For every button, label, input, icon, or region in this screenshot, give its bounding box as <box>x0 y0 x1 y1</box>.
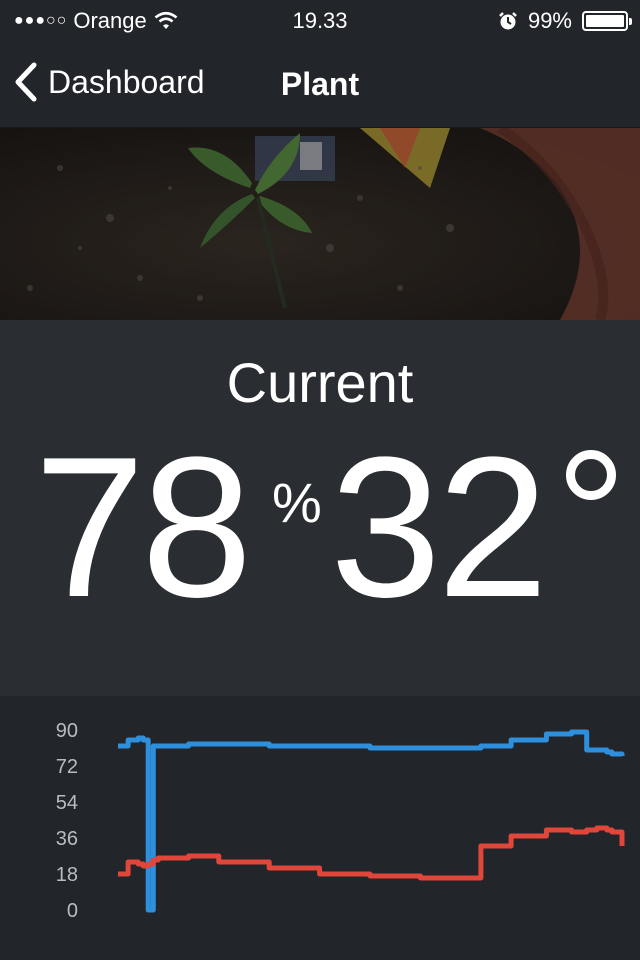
status-right: 99% <box>498 8 632 34</box>
degree-icon <box>566 450 616 500</box>
humidity-unit: % <box>272 471 322 534</box>
alarm-clock-icon <box>499 12 517 30</box>
y-tick-label: 90 <box>56 720 78 742</box>
status-time: 19.33 <box>292 8 348 33</box>
battery-icon <box>582 11 632 31</box>
plant-photo-illustration <box>0 128 640 320</box>
status-bar: ●●●○○ Orange 19.33 99% <box>0 0 640 40</box>
chevron-left-icon <box>15 62 37 102</box>
history-chart-svg: 90 72 54 36 18 0 <box>56 720 625 922</box>
y-tick-label: 54 <box>56 792 78 814</box>
navigation-bar: Dashboard Plant <box>0 40 640 128</box>
battery-fill <box>586 15 624 27</box>
y-tick-label: 18 <box>56 864 78 886</box>
y-tick-label: 0 <box>67 900 78 922</box>
humidity-value: 78 <box>34 416 252 639</box>
carrier-name: Orange <box>73 8 147 33</box>
y-tick-label: 72 <box>56 756 78 778</box>
series-line-0 <box>118 729 625 913</box>
current-readings: Current 78 % 32 <box>0 320 640 696</box>
page-title: Plant <box>280 66 360 102</box>
plant-photo <box>0 128 640 320</box>
back-button[interactable]: Dashboard <box>14 62 205 102</box>
current-label: Current <box>226 351 414 414</box>
wifi-icon <box>154 11 178 29</box>
series-line-1 <box>118 825 625 881</box>
status-left: ●●●○○ Orange <box>14 8 179 34</box>
history-chart: 90 72 54 36 18 0 <box>0 696 640 960</box>
temperature-value: 32 <box>330 416 548 639</box>
y-tick-label: 36 <box>56 828 78 850</box>
battery-percentage: 99% <box>527 8 572 33</box>
signal-strength-icon: ●●●○○ <box>14 12 68 29</box>
back-button-label: Dashboard <box>48 63 205 100</box>
